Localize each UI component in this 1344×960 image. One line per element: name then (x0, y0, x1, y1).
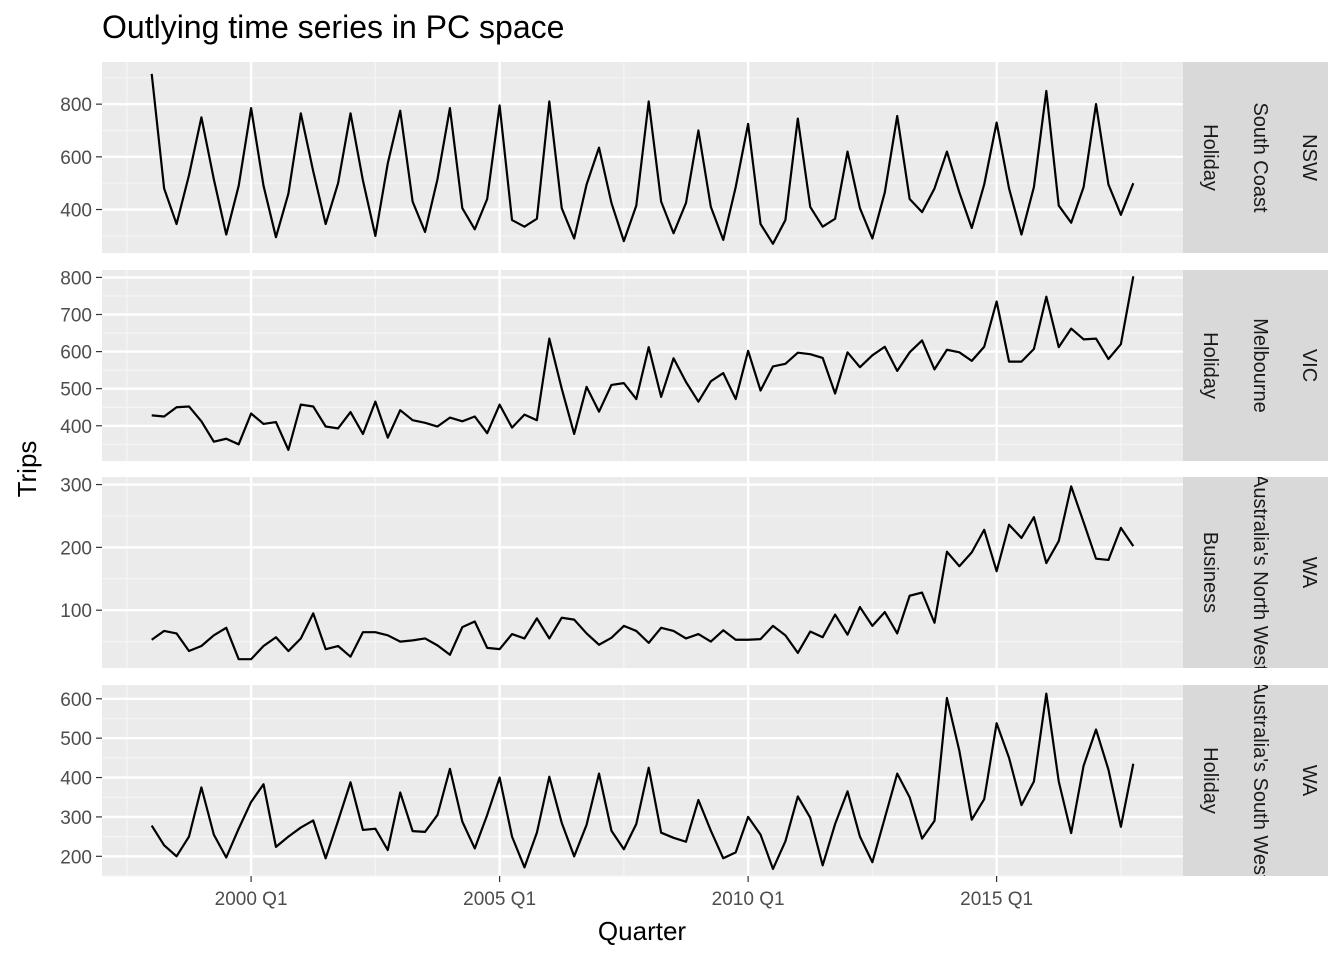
x-tick-label: 2000 Q1 (215, 889, 288, 910)
facet-panel-3: 100 200 300 WA Australia's North West Busines… (60, 474, 1328, 671)
y-tick-label: 400 (60, 417, 92, 438)
facet-strip-label: Australia's North West (1249, 474, 1271, 671)
y-tick-label: 200 (60, 538, 92, 559)
y-tick-label: 700 (60, 306, 92, 327)
facet-strip-label: South Coast (1249, 102, 1271, 213)
facet-strip-label: NSW (1298, 134, 1320, 181)
facet-strip-labels: WA Australia's North West Business (1199, 474, 1320, 671)
panel-background (102, 685, 1183, 876)
facet-strip-label: Australia's South West (1249, 680, 1271, 881)
series-line-2 (151, 276, 1135, 451)
facet-panel-4: 200 300 400 500 600 WA Australia's South West H… (60, 680, 1328, 881)
panel-background (102, 270, 1183, 461)
x-tick-label: 2010 Q1 (712, 889, 785, 910)
facet-strip (1183, 270, 1328, 461)
y-tick-label: 300 (60, 808, 92, 829)
y-tick-label: 600 (60, 148, 92, 169)
y-tick-label: 600 (60, 690, 92, 711)
facet-strip-label: Holiday (1199, 747, 1221, 814)
panel-background (102, 477, 1183, 668)
facet-strip (1183, 685, 1328, 876)
facet-strip-labels: WA Australia's South West Holiday (1199, 680, 1320, 881)
y-tick-label: 600 (60, 343, 92, 364)
x-tick-label: 2005 Q1 (463, 889, 536, 910)
facet-strip-labels: NSW South Coast Holiday (1199, 102, 1320, 213)
facet-strip-label: VIC (1298, 349, 1320, 382)
y-tick-label: 500 (60, 380, 92, 401)
facet-panels: 400 600 800 NSW South Coast Holiday 400 500 600 7… (60, 62, 1328, 881)
y-tick-label: 400 (60, 201, 92, 222)
facet-strip-label: Holiday (1199, 332, 1221, 399)
y-axis-title: Trips (12, 441, 42, 498)
series-line-4 (150, 692, 1135, 871)
y-tick-label: 300 (60, 476, 92, 497)
facet-strip (1183, 62, 1328, 253)
facet-strip (1183, 477, 1328, 668)
x-axis: 2000 Q1 2005 Q1 2010 Q1 2015 Q1 (215, 876, 1033, 910)
facet-strip-label: WA (1298, 765, 1320, 797)
series-line-3 (151, 485, 1135, 661)
y-tick-label: 200 (60, 847, 92, 868)
facet-strip-label: WA (1298, 557, 1320, 589)
y-tick-label: 800 (60, 95, 92, 116)
x-tick-label: 2015 Q1 (960, 889, 1033, 910)
y-tick-label: 800 (60, 268, 92, 289)
facet-panel-2: 400 500 600 700 800 VIC Melbourne Holiday (60, 268, 1328, 461)
y-tick-label: 100 (60, 601, 92, 622)
chart-title: Outlying time series in PC space (102, 9, 564, 45)
facet-strip-label: Melbourne (1249, 318, 1271, 413)
y-tick-label: 400 (60, 769, 92, 790)
y-tick-label: 500 (60, 729, 92, 750)
x-axis-title: Quarter (598, 916, 686, 946)
facet-strip-label: Holiday (1199, 124, 1221, 191)
series-line-1 (150, 73, 1135, 245)
facet-strip-labels: VIC Melbourne Holiday (1199, 318, 1320, 413)
facet-strip-label: Business (1199, 532, 1221, 613)
facet-panel-1: 400 600 800 NSW South Coast Holiday (60, 62, 1328, 253)
